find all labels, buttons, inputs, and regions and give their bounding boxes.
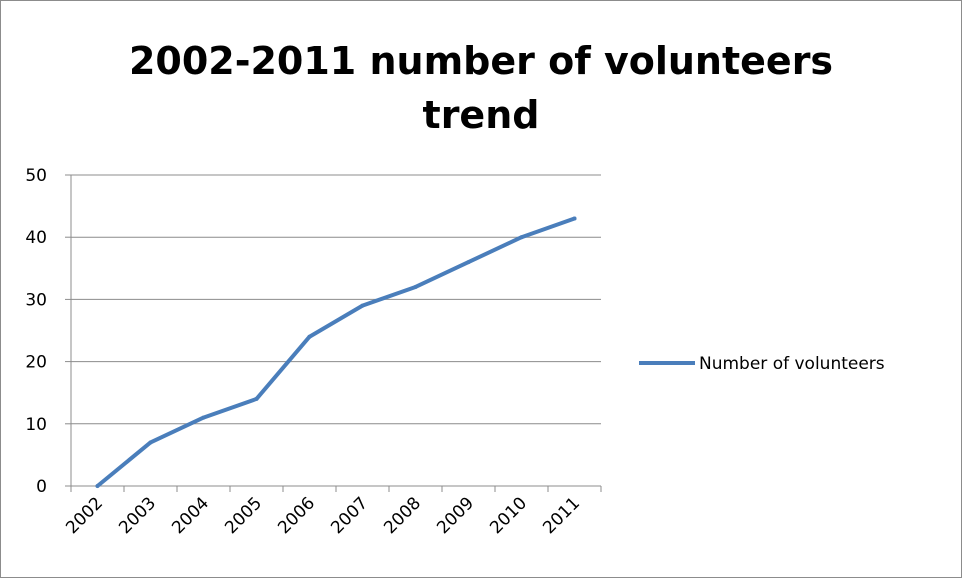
data-point (201, 415, 206, 420)
y-tick-label: 20 (25, 353, 47, 373)
data-point (466, 260, 471, 265)
x-tick-label: 2009 (433, 493, 478, 538)
x-tick-label: 2005 (221, 493, 266, 538)
axes (65, 174, 602, 492)
y-tick-label: 40 (25, 228, 47, 248)
y-tick-label: 10 (25, 415, 47, 435)
data-point (307, 334, 312, 339)
series-layer (95, 216, 577, 488)
chart-title-line-1: 2002-2011 number of volunteers (129, 39, 833, 83)
legend: Number of volunteers (639, 354, 885, 374)
x-tick-label: 2006 (274, 493, 319, 538)
data-point (413, 284, 418, 289)
data-point (360, 303, 365, 308)
x-axis-tick-labels: 2002 2003 2004 2005 2006 2007 2008 2009 2010 2011 (62, 493, 584, 538)
x-tick-label: 2011 (539, 493, 584, 538)
gridlines (71, 174, 601, 425)
data-point (148, 440, 153, 445)
y-axis-tick-labels: 0 10 20 30 40 50 (25, 166, 47, 497)
y-tick-label: 30 (25, 290, 47, 310)
data-point (519, 235, 524, 240)
x-tick-label: 2010 (486, 493, 531, 538)
y-tick-label: 50 (25, 166, 47, 186)
legend-label: Number of volunteers (699, 354, 885, 374)
series-line-0 (95, 216, 577, 488)
data-point (95, 484, 100, 488)
x-tick-label: 2002 (62, 493, 107, 538)
x-tick-label: 2007 (327, 493, 372, 538)
x-tick-label: 2008 (380, 493, 425, 538)
chart-title-line-2: trend (423, 93, 540, 137)
data-point (572, 216, 577, 221)
y-tick-label: 0 (36, 477, 47, 497)
x-tick-label: 2003 (115, 493, 160, 538)
data-point (254, 396, 259, 401)
x-tick-label: 2004 (168, 493, 213, 538)
